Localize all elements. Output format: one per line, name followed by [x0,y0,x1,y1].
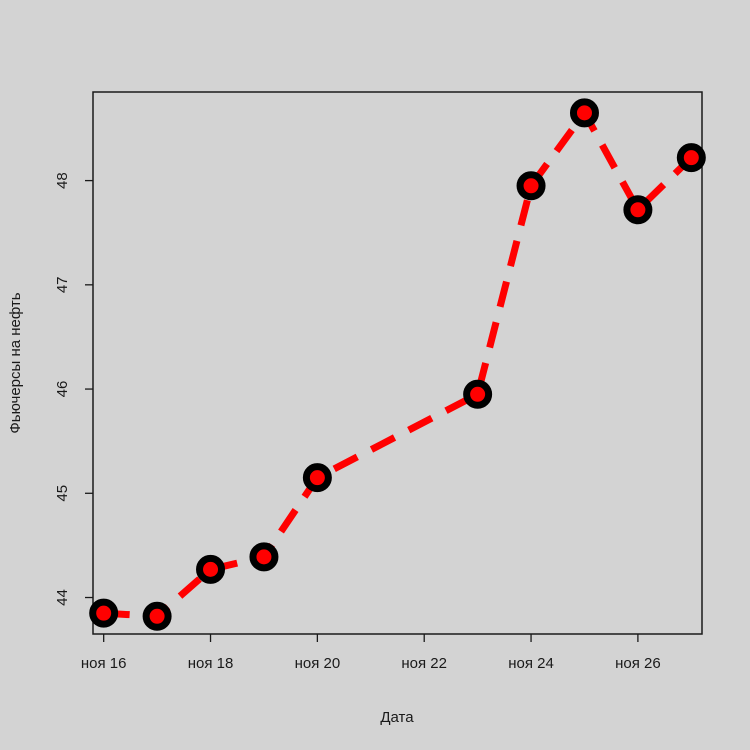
plot-frame [92,91,703,635]
y-tick-label: 47 [54,276,71,293]
x-tick-label: ноя 24 [508,655,554,672]
data-point [196,554,226,584]
data-point [569,98,599,128]
data-point [89,598,119,628]
x-tick-label: ноя 20 [295,655,341,672]
x-tick-label: ноя 18 [188,655,234,672]
x-axis-title: Дата [380,709,414,726]
x-tick-label: ноя 26 [615,655,661,672]
data-point [516,171,546,201]
y-tick-label: 45 [54,485,71,502]
data-point [623,195,653,225]
data-point [302,463,332,493]
y-tick-label: 44 [54,589,71,606]
series-line [103,109,694,620]
y-axis: 44 45 46 47 48 [54,172,93,606]
data-point [249,542,279,572]
x-tick-label: ноя 16 [81,655,127,672]
x-axis: ноя 16 ноя 18 ноя 20 ноя 22 ноя 24 ноя 26 [81,634,661,672]
data-point [676,143,706,173]
data-point [142,601,172,631]
series-group [89,98,706,631]
data-point [463,379,493,409]
y-axis-title: Фьючерсы на нефть [7,292,24,433]
y-tick-label: 46 [54,381,71,398]
x-tick-label: ноя 22 [401,655,447,672]
y-tick-label: 48 [54,172,71,189]
